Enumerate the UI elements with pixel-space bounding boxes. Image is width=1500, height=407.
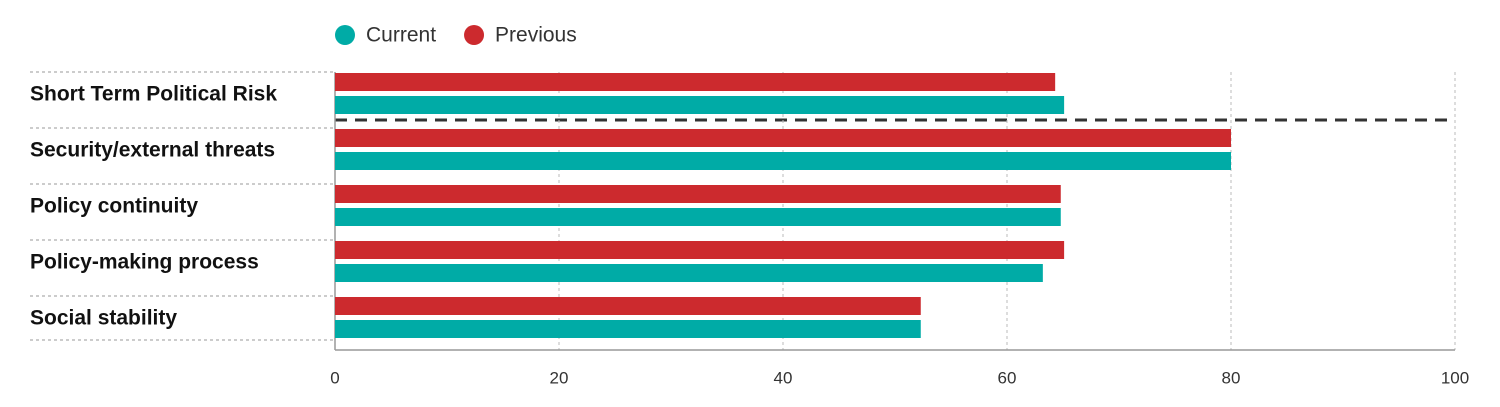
x-tick-label: 60 <box>998 368 1017 387</box>
x-tick-label: 80 <box>1222 368 1241 387</box>
legend-swatch <box>464 25 485 45</box>
bar <box>335 96 1065 114</box>
x-tick-label: 40 <box>774 368 793 387</box>
category-label: Security/external threats <box>30 139 275 162</box>
bar <box>335 73 1056 91</box>
bar <box>335 320 921 338</box>
category-label: Social stability <box>30 307 177 330</box>
x-tick-label: 20 <box>550 368 569 387</box>
bar <box>335 185 1061 203</box>
category-label: Policy continuity <box>30 195 198 218</box>
x-tick-label: 0 <box>330 368 339 387</box>
legend-label: Previous <box>495 24 577 47</box>
bar <box>335 241 1065 259</box>
bar <box>335 152 1231 170</box>
legend-swatch <box>335 25 355 45</box>
bar <box>335 297 921 315</box>
category-label: Policy-making process <box>30 251 259 274</box>
bar <box>335 208 1061 226</box>
legend-label: Current <box>366 24 436 47</box>
bar <box>335 129 1231 147</box>
bar <box>335 264 1043 282</box>
x-tick-label: 100 <box>1441 368 1469 387</box>
category-label: Short Term Political Risk <box>30 83 277 106</box>
